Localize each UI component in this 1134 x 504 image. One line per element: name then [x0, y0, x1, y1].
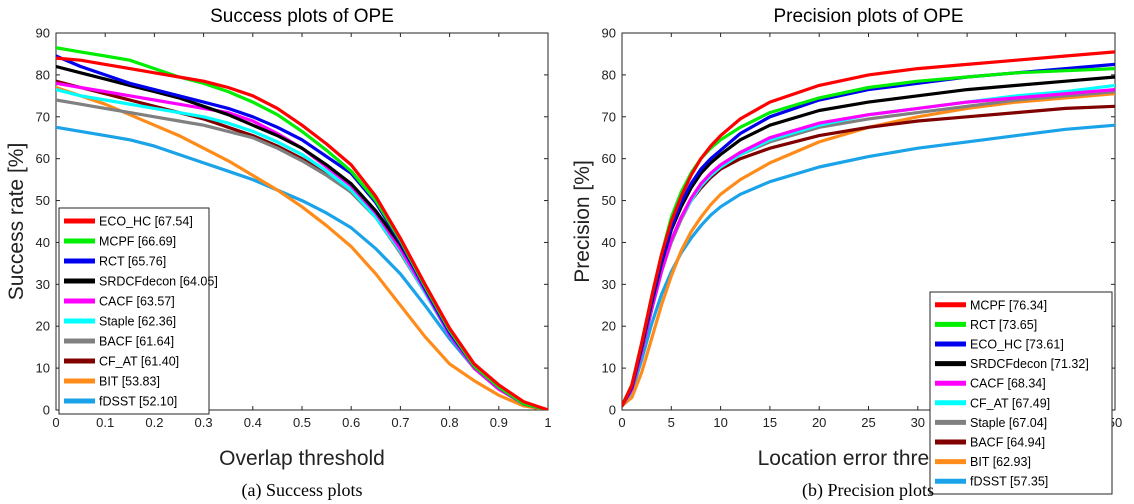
x-tick-label: 0.4	[244, 415, 262, 430]
y-tick-label: 80	[602, 67, 616, 82]
y-tick-label: 70	[36, 109, 50, 124]
legend-label: fDSST [52.10]	[99, 395, 177, 409]
y-axis-label: Success rate [%]	[5, 143, 28, 301]
x-tick-label: 0	[52, 415, 59, 430]
series-group	[56, 46, 548, 410]
x-tick-label: 0.7	[391, 415, 409, 430]
precision-plot: Precision plots of OPE051015202530354045…	[571, 6, 1122, 501]
legend-label: ECO_HC [67.54]	[99, 215, 193, 229]
y-tick-label: 90	[36, 26, 50, 41]
y-tick-label: 40	[36, 235, 50, 250]
legend-label: MCPF [76.34]	[970, 298, 1047, 312]
y-axis-label: Precision [%]	[571, 160, 594, 283]
y-tick-label: 0	[43, 403, 50, 418]
legend-label: BIT [53.83]	[99, 375, 160, 389]
y-tick-label: 70	[602, 109, 616, 124]
y-tick-label: 20	[36, 319, 50, 334]
y-tick-label: 50	[36, 193, 50, 208]
legend-label: SRDCFdecon [64.05]	[99, 275, 218, 289]
legend-label: fDSST [57.35]	[970, 475, 1048, 489]
series-line	[622, 50, 1115, 408]
x-tick-label: 10	[713, 415, 727, 430]
x-tick-label: 0.5	[293, 415, 311, 430]
legend-label: BIT [62.93]	[970, 455, 1031, 469]
figure-caption: (b) Precision plots	[802, 480, 934, 501]
y-tick-label: 20	[602, 319, 616, 334]
y-tick-label: 30	[602, 277, 616, 292]
legend-label: CF_AT [67.49]	[970, 396, 1050, 410]
x-tick-label: 0.3	[195, 415, 213, 430]
legend-label: MCPF [66.69]	[99, 235, 176, 249]
x-axis-label: Overlap threshold	[219, 447, 385, 470]
legend-label: SRDCFdecon [71.32]	[970, 357, 1089, 371]
y-tick-label: 50	[602, 193, 616, 208]
y-tick-label: 90	[602, 26, 616, 41]
legend-label: ECO_HC [73.61]	[970, 338, 1064, 352]
success-plot: Success plots of OPE 0 0.1 0.2 0.3 0.4 0.5 0.6 0…	[5, 6, 552, 501]
x-tick-label: 20	[812, 415, 826, 430]
series-group	[622, 50, 1115, 408]
legend-label: BACF [61.64]	[99, 335, 174, 349]
y-tick-label: 60	[36, 151, 50, 166]
y-tick-label: 30	[36, 277, 50, 292]
legend-label: CACF [63.57]	[99, 295, 175, 309]
series-line	[56, 85, 548, 410]
legend-label: CF_AT [61.40]	[99, 355, 179, 369]
legend-label: Staple [67.04]	[970, 416, 1047, 430]
y-tick-label: 60	[602, 151, 616, 166]
y-tick-label: 40	[602, 235, 616, 250]
x-tick-label: 15	[763, 415, 777, 430]
y-tick-label: 80	[36, 67, 50, 82]
x-tick-label: 0.8	[441, 415, 459, 430]
x-tick-label: 25	[861, 415, 875, 430]
x-axis-label: Location error threshold	[758, 447, 980, 470]
legend-label: CACF [68.34]	[970, 377, 1046, 391]
legend-label: BACF [64.94]	[970, 436, 1045, 450]
x-tick-label: 0.2	[145, 415, 163, 430]
chart-title: Precision plots of OPE	[773, 6, 963, 27]
x-tick-label: 0.1	[96, 415, 114, 430]
x-tick-label: 30	[911, 415, 925, 430]
legend-label: RCT [73.65]	[970, 318, 1037, 332]
figure-caption: (a) Success plots	[242, 480, 363, 501]
x-tick-label: 0.6	[342, 415, 360, 430]
series-line	[622, 123, 1115, 408]
legend-label: RCT [65.76]	[99, 255, 166, 269]
x-tick-label: 0	[618, 415, 625, 430]
x-tick-label: 0.9	[490, 415, 508, 430]
x-tick-label: 1	[544, 415, 551, 430]
legend-label: Staple [62.36]	[99, 315, 176, 329]
y-tick-label: 0	[609, 403, 616, 418]
chart-title: Success plots of OPE	[210, 6, 394, 27]
y-tick-label: 10	[602, 361, 616, 376]
series-line	[622, 92, 1115, 408]
series-line	[56, 56, 548, 410]
x-tick-label: 5	[668, 415, 675, 430]
y-tick-label: 10	[36, 361, 50, 376]
